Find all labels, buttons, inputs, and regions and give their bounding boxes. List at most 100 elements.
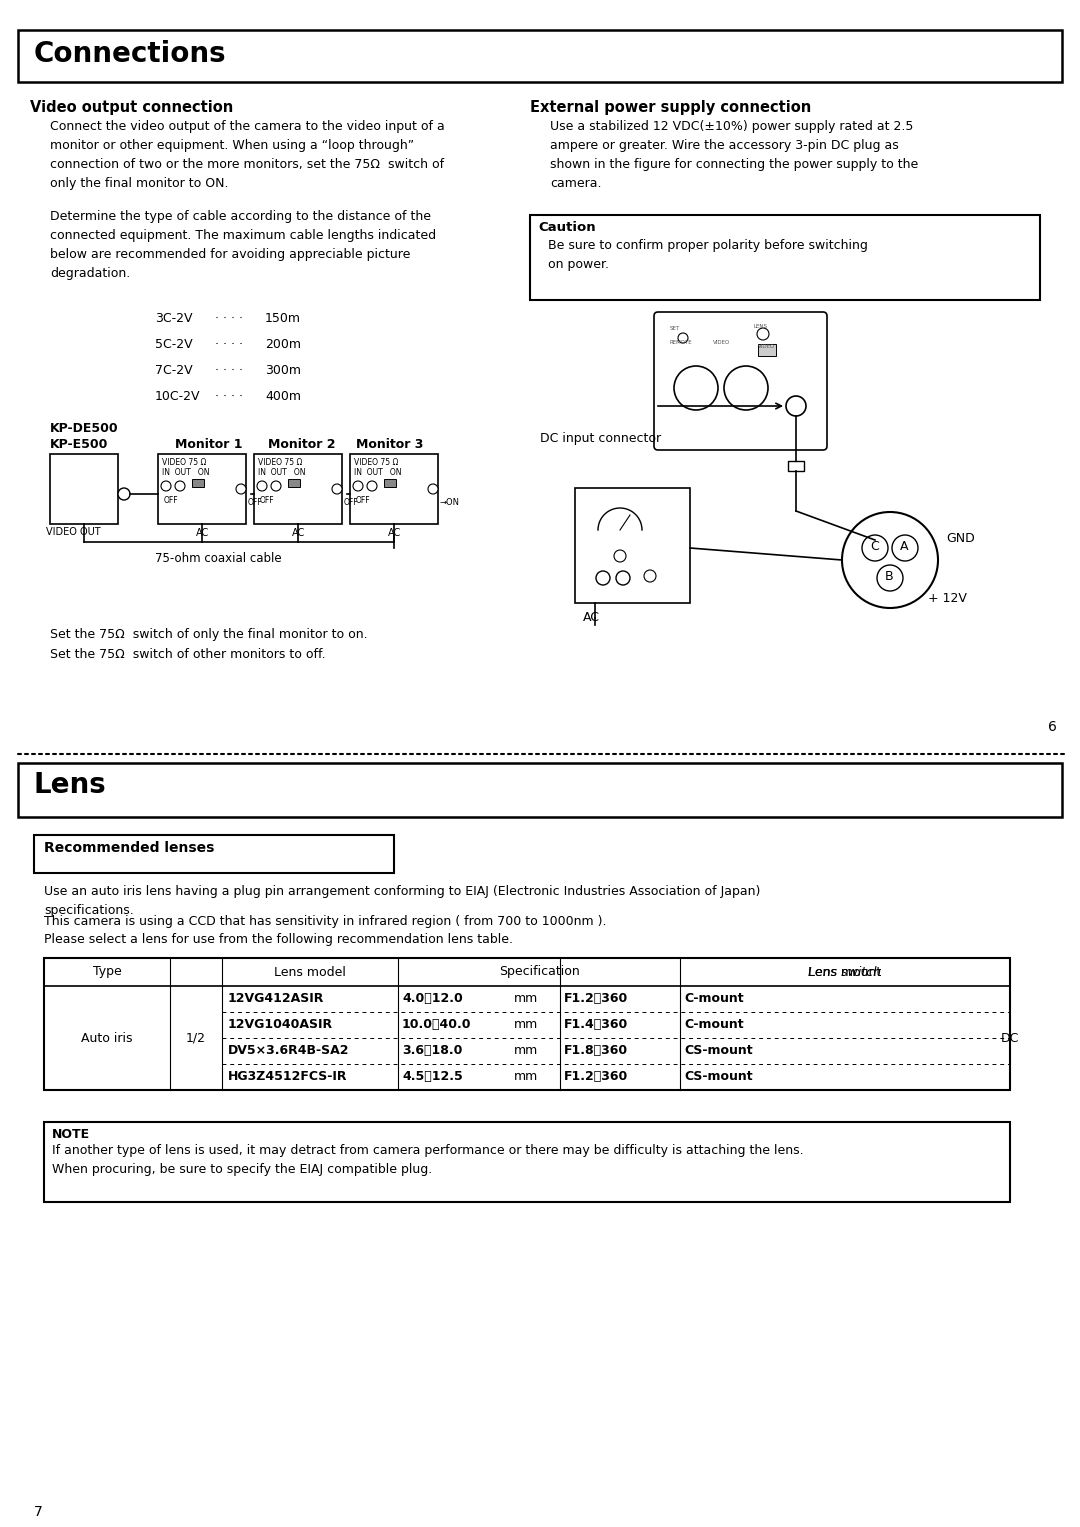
- Text: 200m: 200m: [265, 337, 301, 351]
- Bar: [254, 454, 342, 524]
- Text: C: C: [870, 541, 879, 553]
- Bar: [18, 31, 1062, 82]
- Text: · · · ·: · · · ·: [215, 363, 243, 377]
- Text: Connect the video output of the camera to the video input of a
monitor or other : Connect the video output of the camera t…: [50, 121, 445, 189]
- Text: →ON: →ON: [440, 498, 460, 507]
- Text: C-mount: C-mount: [684, 1019, 744, 1032]
- Text: C-mount: C-mount: [684, 993, 744, 1005]
- Circle shape: [353, 481, 363, 492]
- Text: 400m: 400m: [265, 389, 301, 403]
- Circle shape: [892, 534, 918, 560]
- Text: VIDEO 75 Ω: VIDEO 75 Ω: [258, 458, 302, 467]
- Text: OFF: OFF: [248, 498, 262, 507]
- Text: Recommended lenses: Recommended lenses: [44, 841, 214, 855]
- Text: Set the 75Ω  switch of only the final monitor to on.: Set the 75Ω switch of only the final mon…: [50, 628, 367, 641]
- Bar: [158, 454, 246, 524]
- Text: IN  OUT   ON: IN OUT ON: [258, 467, 306, 476]
- Circle shape: [596, 571, 610, 585]
- Circle shape: [757, 328, 769, 341]
- Circle shape: [161, 481, 171, 492]
- Text: HG3Z4512FCS-IR: HG3Z4512FCS-IR: [228, 1070, 348, 1084]
- Text: mm: mm: [514, 1044, 538, 1058]
- Text: CS-mount: CS-mount: [684, 1070, 753, 1084]
- Bar: [350, 454, 438, 524]
- Text: VIDEO OUT: VIDEO OUT: [46, 527, 100, 538]
- Text: AC: AC: [388, 528, 402, 538]
- Circle shape: [428, 484, 438, 495]
- Text: DV5×3.6R4B-SA2: DV5×3.6R4B-SA2: [228, 1044, 350, 1058]
- Bar: [192, 479, 204, 487]
- Text: KP-E500: KP-E500: [50, 438, 108, 450]
- Text: Lens: Lens: [33, 771, 107, 799]
- Text: AC: AC: [583, 611, 600, 625]
- Circle shape: [118, 489, 130, 499]
- Text: · · · ·: · · · ·: [215, 389, 243, 403]
- Bar: [18, 764, 1062, 817]
- Text: · · · ·: · · · ·: [215, 337, 243, 351]
- Bar: [575, 489, 690, 603]
- Text: OFF: OFF: [345, 498, 359, 507]
- Text: SET: SET: [670, 325, 680, 331]
- Text: 12VG412ASIR: 12VG412ASIR: [228, 993, 324, 1005]
- Text: · · · ·: · · · ·: [215, 312, 243, 325]
- Text: 1/2: 1/2: [186, 1032, 206, 1044]
- Text: GND: GND: [946, 531, 975, 545]
- Circle shape: [862, 534, 888, 560]
- Text: VIDEO 75 Ω: VIDEO 75 Ω: [162, 458, 206, 467]
- Text: Use an auto iris lens having a plug pin arrangement conforming to EIAJ (Electron: Use an auto iris lens having a plug pin …: [44, 886, 760, 918]
- Bar: [288, 479, 300, 487]
- Text: F1.8～360: F1.8～360: [564, 1044, 629, 1058]
- Text: Please select a lens for use from the following recommendation lens table.: Please select a lens for use from the fo…: [44, 933, 513, 947]
- Text: Type: Type: [93, 965, 121, 979]
- Text: 6: 6: [1048, 721, 1057, 734]
- Text: External power supply connection: External power supply connection: [530, 99, 811, 115]
- Text: AC: AC: [292, 528, 306, 538]
- Text: CS-mount: CS-mount: [684, 1044, 753, 1058]
- Text: This camera is using a CCD that has sensitivity in infrared region ( from 700 to: This camera is using a CCD that has sens…: [44, 915, 607, 928]
- Text: Video output connection: Video output connection: [30, 99, 233, 115]
- Bar: [530, 215, 1040, 299]
- Circle shape: [724, 366, 768, 411]
- Circle shape: [644, 570, 656, 582]
- Circle shape: [678, 333, 688, 344]
- Text: 3.6～18.0: 3.6～18.0: [402, 1044, 462, 1058]
- Text: Lens switch: Lens switch: [809, 965, 881, 979]
- Text: 150m: 150m: [265, 312, 301, 325]
- Circle shape: [175, 481, 185, 492]
- Circle shape: [842, 512, 939, 608]
- Circle shape: [786, 395, 806, 415]
- Text: mm: mm: [514, 1019, 538, 1032]
- Text: Monitor 3: Monitor 3: [356, 438, 423, 450]
- Text: VIDEO: VIDEO: [758, 344, 775, 350]
- Circle shape: [877, 565, 903, 591]
- FancyBboxPatch shape: [654, 312, 827, 450]
- Text: VIDEO 75 Ω: VIDEO 75 Ω: [354, 458, 399, 467]
- Text: Set the 75Ω  switch of other monitors to off.: Set the 75Ω switch of other monitors to …: [50, 647, 326, 661]
- Circle shape: [615, 550, 626, 562]
- Text: 4.0～12.0: 4.0～12.0: [402, 993, 462, 1005]
- Text: 3C-2V: 3C-2V: [156, 312, 192, 325]
- Text: VIDEO: VIDEO: [713, 341, 730, 345]
- Bar: [33, 835, 394, 873]
- Text: 4.5～12.5: 4.5～12.5: [402, 1070, 462, 1084]
- Text: IN  OUT   ON: IN OUT ON: [162, 467, 210, 476]
- Text: OFF: OFF: [164, 496, 178, 505]
- Text: If another type of lens is used, it may detract from camera performance or there: If another type of lens is used, it may …: [52, 1144, 804, 1176]
- Text: 10C-2V: 10C-2V: [156, 389, 201, 403]
- Text: 75-ohm coaxial cable: 75-ohm coaxial cable: [156, 551, 282, 565]
- Text: KP-DE500: KP-DE500: [50, 421, 119, 435]
- Text: IN  OUT   ON: IN OUT ON: [354, 467, 402, 476]
- Text: B: B: [885, 570, 893, 583]
- Bar: [44, 957, 1010, 1090]
- Text: mm: mm: [514, 1070, 538, 1084]
- Text: 300m: 300m: [265, 363, 301, 377]
- Text: Lens mount: Lens mount: [808, 965, 881, 979]
- Text: Caution: Caution: [538, 221, 596, 234]
- Text: Monitor 1: Monitor 1: [175, 438, 243, 450]
- Text: REMOTE: REMOTE: [670, 341, 692, 345]
- Bar: [50, 454, 118, 524]
- Text: F1.2～360: F1.2～360: [564, 1070, 629, 1084]
- Circle shape: [257, 481, 267, 492]
- Text: Monitor 2: Monitor 2: [268, 438, 336, 450]
- Text: F1.4～360: F1.4～360: [564, 1019, 629, 1032]
